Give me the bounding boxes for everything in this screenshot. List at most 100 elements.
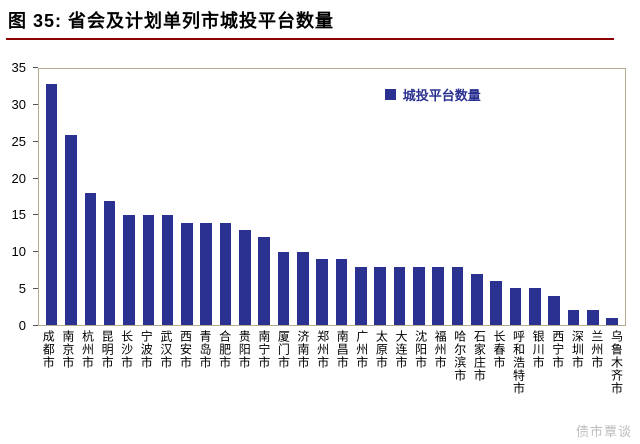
y-tick-mark [33, 251, 38, 253]
bar [103, 200, 116, 325]
bar [84, 193, 97, 325]
x-label: 沈阳市 [413, 330, 428, 369]
y-tick-mark [33, 288, 38, 290]
bar [393, 266, 406, 325]
legend-label: 城投平台数量 [402, 88, 481, 103]
bar-column [293, 69, 312, 325]
y-tick-label: 10 [11, 244, 26, 260]
bar [45, 83, 58, 325]
bar [239, 229, 251, 325]
bar [490, 281, 502, 325]
bar [451, 266, 464, 325]
y-tick-label: 5 [18, 281, 26, 297]
x-label: 郑州市 [315, 330, 330, 369]
bar-column [545, 69, 564, 325]
bar [335, 259, 348, 325]
x-label: 南宁市 [256, 330, 271, 369]
bar-column [119, 69, 138, 325]
bar [277, 251, 290, 325]
y-tick-label: 25 [11, 133, 26, 149]
legend-swatch-icon [384, 89, 396, 100]
x-label: 济南市 [296, 330, 311, 369]
bar-column [81, 69, 100, 325]
plot-area: 城投平台数量 [38, 68, 626, 326]
figure-title: 图 35: 省会及计划单列市城投平台数量 [8, 11, 335, 31]
bar-column [197, 69, 216, 325]
bar [374, 266, 387, 325]
x-label: 宁波市 [139, 330, 154, 369]
bar-column [274, 69, 293, 325]
bar-column [564, 69, 583, 325]
x-label: 乌鲁木齐市 [609, 330, 624, 395]
x-label: 石家庄市 [472, 330, 487, 382]
x-label: 厦门市 [276, 330, 291, 369]
x-label: 福州市 [433, 330, 448, 369]
bar-column [525, 69, 544, 325]
bar-column [177, 69, 196, 325]
bar-column [42, 69, 61, 325]
bar-column [313, 69, 332, 325]
bar [432, 266, 445, 325]
bar [355, 266, 367, 325]
bar-column [100, 69, 119, 325]
x-label: 哈尔滨市 [452, 330, 467, 382]
x-label: 兰州市 [589, 330, 604, 369]
y-tick-label: 20 [11, 170, 26, 186]
x-axis-labels: 成都市 南京市 杭州市 昆明市 长沙市 宁波市 武汉市 西安市 青岛市 合肥市 贵阳市 南宁市 厦门市济… [38, 330, 626, 395]
bar-column [351, 69, 370, 325]
bar [142, 215, 155, 325]
y-tick-label: 35 [11, 60, 26, 75]
x-label: 深圳市 [570, 330, 585, 369]
bar-column [390, 69, 409, 325]
bar [529, 288, 541, 325]
y-tick-mark [33, 67, 38, 68]
y-tick-mark [33, 177, 38, 179]
x-label: 大连市 [393, 330, 408, 369]
y-tick-mark [33, 103, 38, 105]
bar [297, 251, 309, 325]
y-tick-label: 30 [11, 96, 26, 112]
x-label: 合肥市 [217, 330, 232, 369]
x-label: 杭州市 [80, 330, 95, 369]
bar-column [235, 69, 254, 325]
bar [413, 266, 425, 325]
watermark: 债市覃谈 [575, 424, 632, 439]
bar [606, 317, 618, 325]
bar [258, 237, 271, 325]
y-axis: 0 5 10 15 20 25 30 35 [0, 61, 38, 333]
bar-column [448, 69, 467, 325]
x-label: 银川市 [531, 330, 546, 369]
x-label: 青岛市 [198, 330, 213, 369]
bar-column [603, 69, 622, 325]
title-underline [6, 38, 614, 40]
bar [567, 310, 580, 325]
bar [316, 259, 329, 325]
bar [123, 215, 135, 325]
bar-column [467, 69, 486, 325]
x-label: 南京市 [60, 330, 75, 369]
x-label: 太原市 [374, 330, 389, 369]
x-label: 西安市 [178, 330, 193, 369]
bar-column [487, 69, 506, 325]
bar-column [506, 69, 525, 325]
x-label: 贵阳市 [237, 330, 252, 369]
bar [161, 215, 174, 325]
bar [200, 222, 213, 325]
bar [587, 310, 599, 325]
y-tick-mark [33, 325, 38, 326]
bar-column [216, 69, 235, 325]
x-label: 武汉市 [158, 330, 173, 369]
y-tick-mark [33, 140, 38, 142]
y-tick-mark [33, 214, 38, 216]
bar-column [371, 69, 390, 325]
bar-column [332, 69, 351, 325]
x-label: 呼和浩特市 [511, 330, 526, 395]
y-tick-label: 15 [11, 207, 26, 223]
bar-column [583, 69, 602, 325]
x-label: 广州市 [354, 330, 369, 369]
bar [548, 295, 560, 325]
bar [509, 288, 522, 325]
bar [219, 222, 232, 325]
y-tick-label: 0 [18, 318, 26, 333]
